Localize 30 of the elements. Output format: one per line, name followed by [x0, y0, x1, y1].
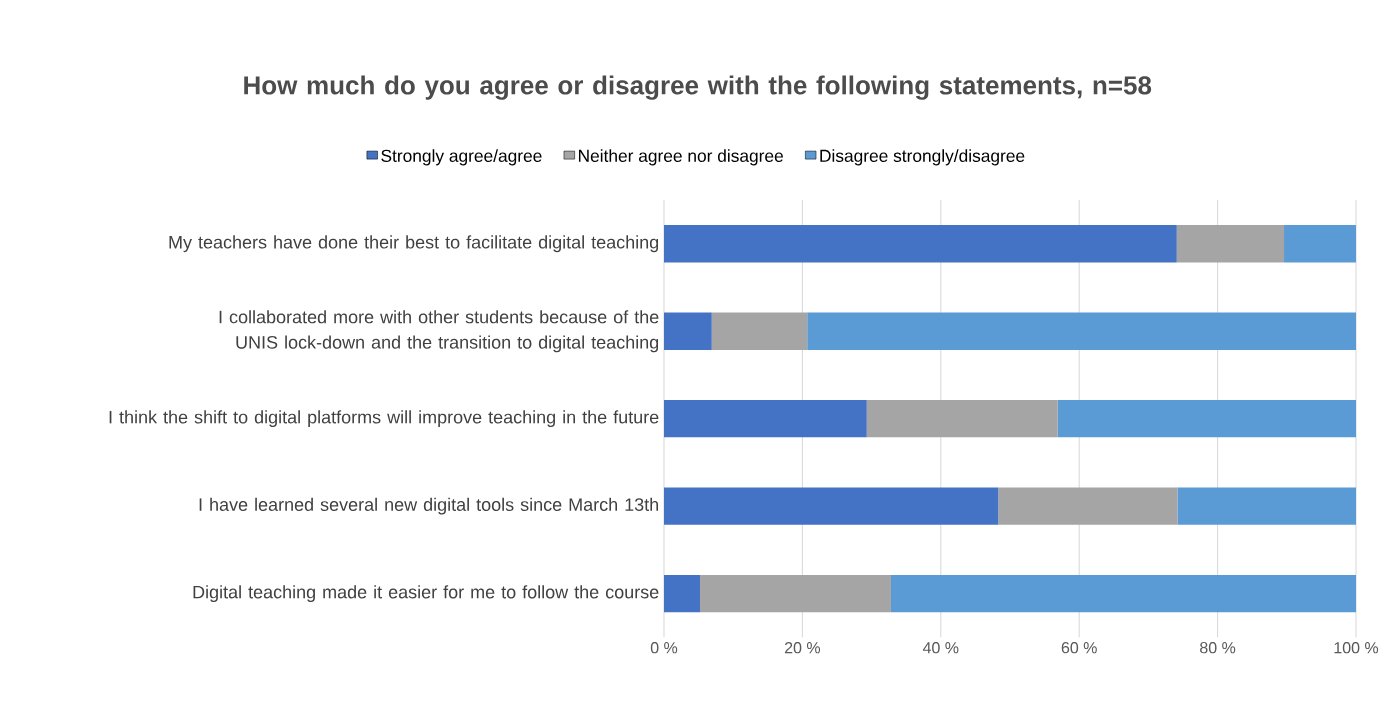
bar: [866, 400, 1058, 438]
bar: [664, 487, 999, 525]
x-tick-label: 80 %: [1200, 642, 1236, 654]
x-tick-label: 100 %: [1334, 642, 1379, 654]
bar: [699, 574, 891, 613]
x-tick-label: 60 %: [1061, 642, 1097, 654]
bar: [664, 574, 700, 613]
y-tick-label: I think the shift to digital platforms will improve teaching in the future: [109, 410, 659, 428]
legend-label: Neither agree nor disagree: [578, 149, 783, 166]
y-tick-label: I have learned several new digital tools since March 13th: [199, 497, 659, 515]
bar: [664, 400, 867, 438]
y-tick-label: Digital teaching made it easier for me to follow the course: [193, 585, 659, 602]
bar: [664, 312, 712, 350]
chart-title: How much do you agree or disagree with the following statements, n=58: [244, 75, 1152, 100]
bar: [1057, 400, 1356, 438]
x-tick-label: 0 %: [650, 642, 678, 654]
bar: [1177, 487, 1356, 525]
bar: [1284, 225, 1356, 263]
legend-label: Strongly agree/agree: [381, 149, 542, 166]
bar: [664, 225, 1177, 263]
bar: [807, 312, 1356, 350]
legend-label: Disagree strongly/disagree: [820, 149, 1025, 166]
bar: [998, 487, 1178, 525]
bar: [1176, 225, 1285, 263]
bar: [711, 312, 808, 350]
x-tick-label: 20 %: [784, 642, 821, 654]
bar: [890, 574, 1356, 613]
x-tick-label: 40 %: [922, 642, 959, 654]
y-tick-label: I collaborated more with other students because of the UNIS lock-down and the transition to digital teaching: [219, 310, 659, 353]
y-tick-label: My teachers have done their best to facilitate digital teaching: [169, 235, 659, 253]
